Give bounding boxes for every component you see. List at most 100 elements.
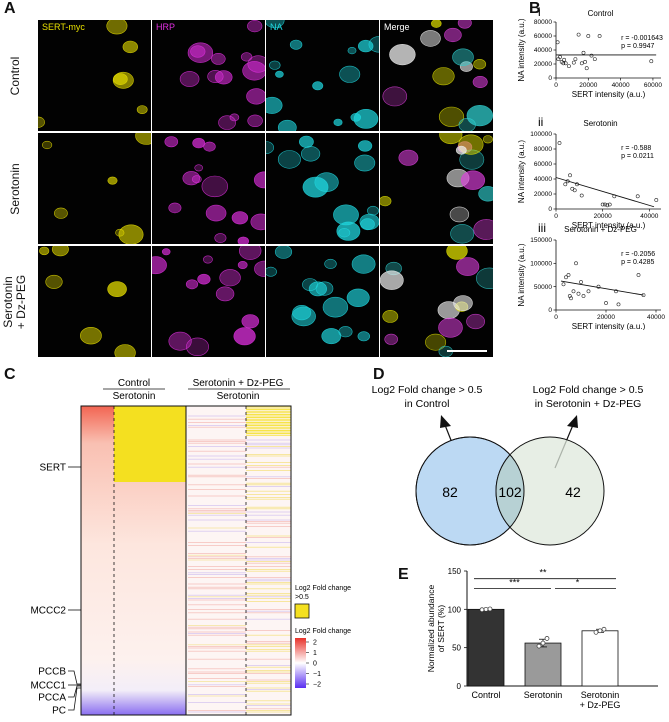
heatmap-stripe bbox=[246, 465, 291, 466]
data-point bbox=[589, 53, 594, 58]
cell-blob bbox=[51, 246, 69, 257]
heatmap-stripe bbox=[246, 580, 291, 582]
legend-scale-tick-label: −1 bbox=[313, 671, 321, 678]
heatmap-stripe bbox=[188, 489, 246, 490]
heatmap-stripe bbox=[246, 476, 291, 478]
heatmap-stripe bbox=[246, 610, 291, 612]
cell-blob bbox=[164, 136, 179, 148]
cell-blob bbox=[112, 71, 134, 89]
row-label-2: Serotonin bbox=[0, 134, 30, 244]
heatmap-stripe bbox=[246, 670, 291, 671]
data-point bbox=[562, 57, 567, 62]
heatmap-stripe bbox=[246, 526, 291, 527]
micrograph-tile-r3-c4 bbox=[380, 246, 493, 357]
panel-c-heatmap: Control Serotonin Serotonin + Dz-PEG Seroto… bbox=[30, 378, 351, 717]
sub-panel-label: iii bbox=[538, 221, 546, 235]
heatmap-stripe bbox=[188, 646, 246, 647]
cell-blob bbox=[457, 20, 472, 29]
heatmap-stripe bbox=[188, 702, 246, 703]
cell-blob bbox=[431, 20, 442, 28]
data-point bbox=[635, 194, 640, 199]
r-value: r = -0.2056 bbox=[621, 251, 655, 258]
heatmap-stripe bbox=[246, 426, 291, 428]
heatmap-stripe bbox=[188, 626, 246, 628]
cell-blob bbox=[179, 71, 200, 87]
heatmap-stripe bbox=[246, 650, 291, 652]
heatmap-stripe bbox=[246, 494, 291, 495]
e-y-tick-label: 50 bbox=[452, 644, 461, 653]
heatmap-stripe bbox=[246, 521, 291, 522]
cell-blob bbox=[136, 105, 148, 114]
legend-scale-tick-label: 1 bbox=[313, 650, 317, 657]
column-title-1: SERT-myc bbox=[42, 22, 85, 32]
heatmap-stripe bbox=[188, 446, 246, 447]
legend-fc-title-2: >0.5 bbox=[295, 594, 309, 601]
e-y-tick-label: 150 bbox=[448, 567, 462, 576]
cell-blob bbox=[466, 313, 486, 330]
cell-blob bbox=[367, 205, 379, 216]
micrograph-cells bbox=[382, 20, 493, 131]
e-bar bbox=[467, 608, 505, 687]
cell-blob bbox=[274, 246, 293, 259]
e-data-point bbox=[593, 629, 599, 635]
cell-blob bbox=[380, 270, 404, 290]
gene-label: MCCC2 bbox=[30, 606, 66, 617]
heatmap-stripe bbox=[246, 689, 291, 690]
y-axis-label: NA intensity (a.u.) bbox=[517, 243, 526, 306]
micrograph-tile-r1-c2: HRP bbox=[152, 20, 265, 131]
gene-label: MCCC1 bbox=[30, 681, 66, 692]
panel-label-e: E bbox=[398, 566, 409, 583]
x-tick-label: 40000 bbox=[647, 314, 665, 321]
heatmap-stripe bbox=[246, 410, 291, 412]
heatmap-stripe bbox=[246, 442, 291, 444]
legend-fc-title-1: Log2 Fold change bbox=[295, 585, 351, 592]
micrograph-cells bbox=[164, 136, 265, 244]
heatmap-stripe bbox=[246, 665, 291, 666]
heatmap-stripe bbox=[246, 478, 291, 479]
legend-scale-bar bbox=[295, 638, 306, 688]
heatmap-stripe bbox=[246, 514, 291, 516]
heatmap-stripe bbox=[246, 412, 291, 414]
cell-blob bbox=[247, 20, 263, 33]
cell-blob bbox=[168, 202, 182, 214]
x-tick-label: 20000 bbox=[594, 213, 612, 220]
heatmap-stripe bbox=[246, 644, 291, 646]
x-axis-label: SERT intensity (a.u.) bbox=[572, 90, 646, 99]
gene-label: PC bbox=[52, 706, 66, 717]
cell-blob bbox=[300, 146, 321, 162]
heatmap-stripe bbox=[246, 470, 291, 471]
heatmap-stripe bbox=[246, 546, 291, 548]
cell-blob bbox=[382, 310, 399, 323]
venn-right-title-2: in Serotonin + Dz-PEG bbox=[535, 398, 642, 410]
heatmap-stripe bbox=[246, 582, 291, 583]
cell-blob bbox=[114, 344, 136, 357]
micrograph-tile-r2-c2 bbox=[152, 133, 265, 244]
heatmap-stripe bbox=[246, 594, 291, 596]
cell-blob bbox=[291, 306, 316, 327]
e-y-tick-label: 0 bbox=[457, 682, 462, 691]
heatmap-stripe bbox=[188, 583, 246, 585]
panel-label-c: C bbox=[4, 366, 16, 383]
cell-blob bbox=[353, 109, 379, 129]
panel-label-a: A bbox=[4, 0, 16, 17]
heatmap-stripe bbox=[188, 644, 246, 646]
cell-blob bbox=[53, 207, 68, 219]
heatmap-stripe bbox=[246, 618, 291, 620]
micrograph-cells bbox=[380, 133, 493, 244]
gene-tick bbox=[68, 685, 81, 698]
heatmap-stripe bbox=[246, 444, 291, 446]
heatmap-stripe bbox=[188, 415, 246, 417]
cell-blob bbox=[254, 260, 265, 277]
y-tick-label: 60000 bbox=[534, 33, 552, 40]
heatmap-stripe bbox=[246, 682, 291, 684]
data-point bbox=[636, 273, 641, 277]
venn-left-title-2: in Control bbox=[405, 398, 450, 410]
heatmap-stripe bbox=[246, 583, 291, 585]
data-point bbox=[586, 289, 591, 294]
heatmap-stripe bbox=[246, 601, 291, 602]
column-title-2: HRP bbox=[156, 22, 176, 32]
heatmap-stripe bbox=[246, 673, 291, 674]
group1-title-bottom: Serotonin bbox=[113, 391, 156, 402]
heatmap-stripe bbox=[188, 577, 246, 578]
